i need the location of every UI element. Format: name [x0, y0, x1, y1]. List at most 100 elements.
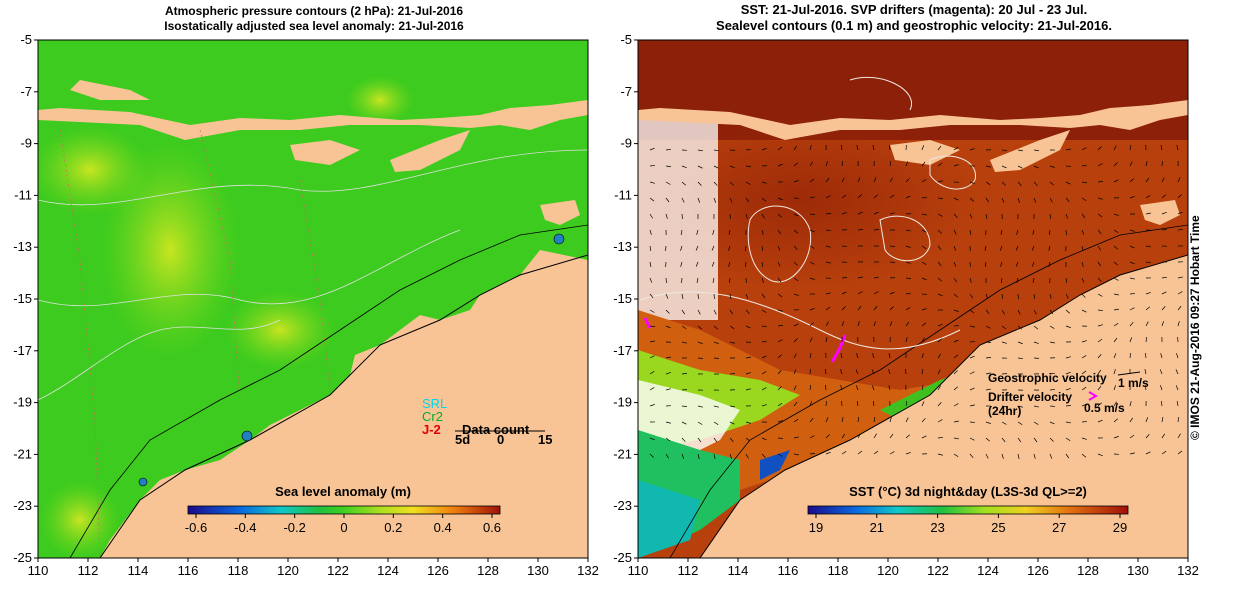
velocity-vector — [985, 357, 992, 359]
velocity-vector — [761, 453, 766, 458]
velocity-vector — [969, 197, 974, 202]
velocity-vector — [681, 421, 687, 425]
velocity-vector — [1177, 211, 1183, 215]
pressure-contour — [38, 149, 588, 206]
velocity-vector — [1145, 245, 1151, 248]
velocity-vector — [953, 453, 959, 458]
velocity-vector — [905, 434, 911, 439]
velocity-vector — [1129, 161, 1133, 167]
velocity-vector — [1065, 181, 1071, 185]
velocity-vector — [953, 213, 958, 218]
y-tick-label: -19 — [613, 395, 632, 410]
x-tick-label: 130 — [1127, 563, 1149, 578]
velocity-vector — [1129, 178, 1134, 183]
velocity-vector — [777, 354, 782, 359]
velocity-vector — [761, 229, 764, 235]
velocity-vector — [1033, 309, 1037, 315]
velocity-vector — [824, 369, 827, 375]
velocity-vector — [905, 452, 911, 455]
y-tick-label: -11 — [614, 187, 632, 202]
colorbar-tick-label: -0.2 — [283, 520, 305, 535]
velocity-vector — [1129, 261, 1135, 265]
x-tick-label: 112 — [678, 563, 699, 578]
x-tick-label: 114 — [128, 563, 149, 578]
velocity-vector — [761, 404, 767, 407]
velocity-vector — [905, 307, 911, 311]
velocity-vector — [937, 197, 943, 200]
velocity-vector — [1113, 213, 1119, 216]
geostrophic-velocity-label: Geostrophic velocity — [988, 371, 1107, 385]
y-tick-label: -13 — [13, 239, 32, 254]
velocity-vector — [649, 229, 652, 235]
velocity-vector — [1177, 194, 1182, 199]
velocity-vector — [745, 437, 751, 442]
drifter-velocity-label-sub: (24hr) — [988, 404, 1021, 418]
velocity-vector — [937, 402, 942, 407]
velocity-vector — [1097, 163, 1103, 167]
velocity-vector — [1145, 306, 1151, 311]
velocity-vector — [809, 277, 815, 280]
velocity-vector — [872, 145, 875, 151]
velocity-vector — [809, 401, 813, 407]
y-tick-label: -25 — [613, 550, 632, 565]
velocity-vector — [649, 370, 655, 375]
velocity-vector — [841, 451, 847, 455]
sealevel-contour — [639, 291, 961, 350]
australia-landmass — [100, 250, 588, 558]
velocity-vector — [1145, 451, 1151, 455]
velocity-vector — [1065, 325, 1071, 328]
velocity-vector — [777, 229, 781, 235]
velocity-vector — [793, 293, 799, 296]
indonesian-islands — [38, 100, 588, 140]
y-tick-label: -11 — [14, 187, 32, 202]
velocity-vector — [713, 181, 718, 186]
velocity-vector — [825, 213, 832, 215]
x-tick-label: 116 — [178, 563, 199, 578]
velocity-vector — [905, 161, 909, 167]
velocity-vector — [937, 419, 943, 423]
velocity-vector — [793, 385, 797, 391]
velocity-vector — [793, 401, 798, 407]
velocity-vector — [1001, 453, 1004, 459]
velocity-vector — [1033, 437, 1038, 443]
colorbar-tick-label: 19 — [809, 520, 823, 535]
velocity-vector — [1113, 369, 1116, 375]
right-title-line2: Sealevel contours (0.1 m) and geostrophi… — [716, 18, 1112, 33]
velocity-vector — [985, 341, 992, 343]
y-tick-label: -21 — [13, 446, 32, 461]
velocity-vector — [953, 437, 959, 440]
y-tick-label: -21 — [613, 446, 632, 461]
velocity-vector — [937, 323, 943, 327]
velocity-vector — [953, 146, 959, 151]
left-panel-title: Atmospheric pressure contours (2 hPa): 2… — [40, 4, 588, 34]
velocity-vector — [1081, 197, 1087, 202]
coastline — [99, 254, 588, 558]
velocity-vector — [985, 325, 991, 329]
velocity-vector — [1175, 385, 1179, 391]
velocity-vector — [1097, 385, 1102, 391]
velocity-vector — [857, 305, 862, 311]
velocity-vector — [857, 194, 862, 199]
velocity-vector — [777, 402, 783, 407]
velocity-vector — [777, 245, 781, 251]
sealevel-contour — [929, 155, 976, 190]
velocity-vector — [1033, 165, 1039, 169]
velocity-vector — [809, 161, 813, 167]
sst-colorbar — [807, 505, 1129, 515]
y-tick-label: -17 — [613, 343, 632, 358]
velocity-vector — [937, 245, 942, 251]
velocity-vector — [1001, 293, 1004, 299]
velocity-vector — [873, 321, 876, 327]
sumba-island — [890, 140, 960, 165]
velocity-vector — [841, 291, 847, 295]
velocity-vector — [680, 245, 683, 251]
velocity-vector — [649, 261, 652, 267]
velocity-vector — [840, 385, 843, 391]
velocity-vector — [793, 418, 799, 423]
drifter-track — [643, 317, 652, 329]
velocity-vector — [777, 339, 783, 343]
velocity-vector — [681, 165, 687, 169]
drifter-track — [830, 334, 847, 363]
velocity-vector — [1161, 306, 1166, 311]
velocity-vector — [1033, 325, 1039, 330]
